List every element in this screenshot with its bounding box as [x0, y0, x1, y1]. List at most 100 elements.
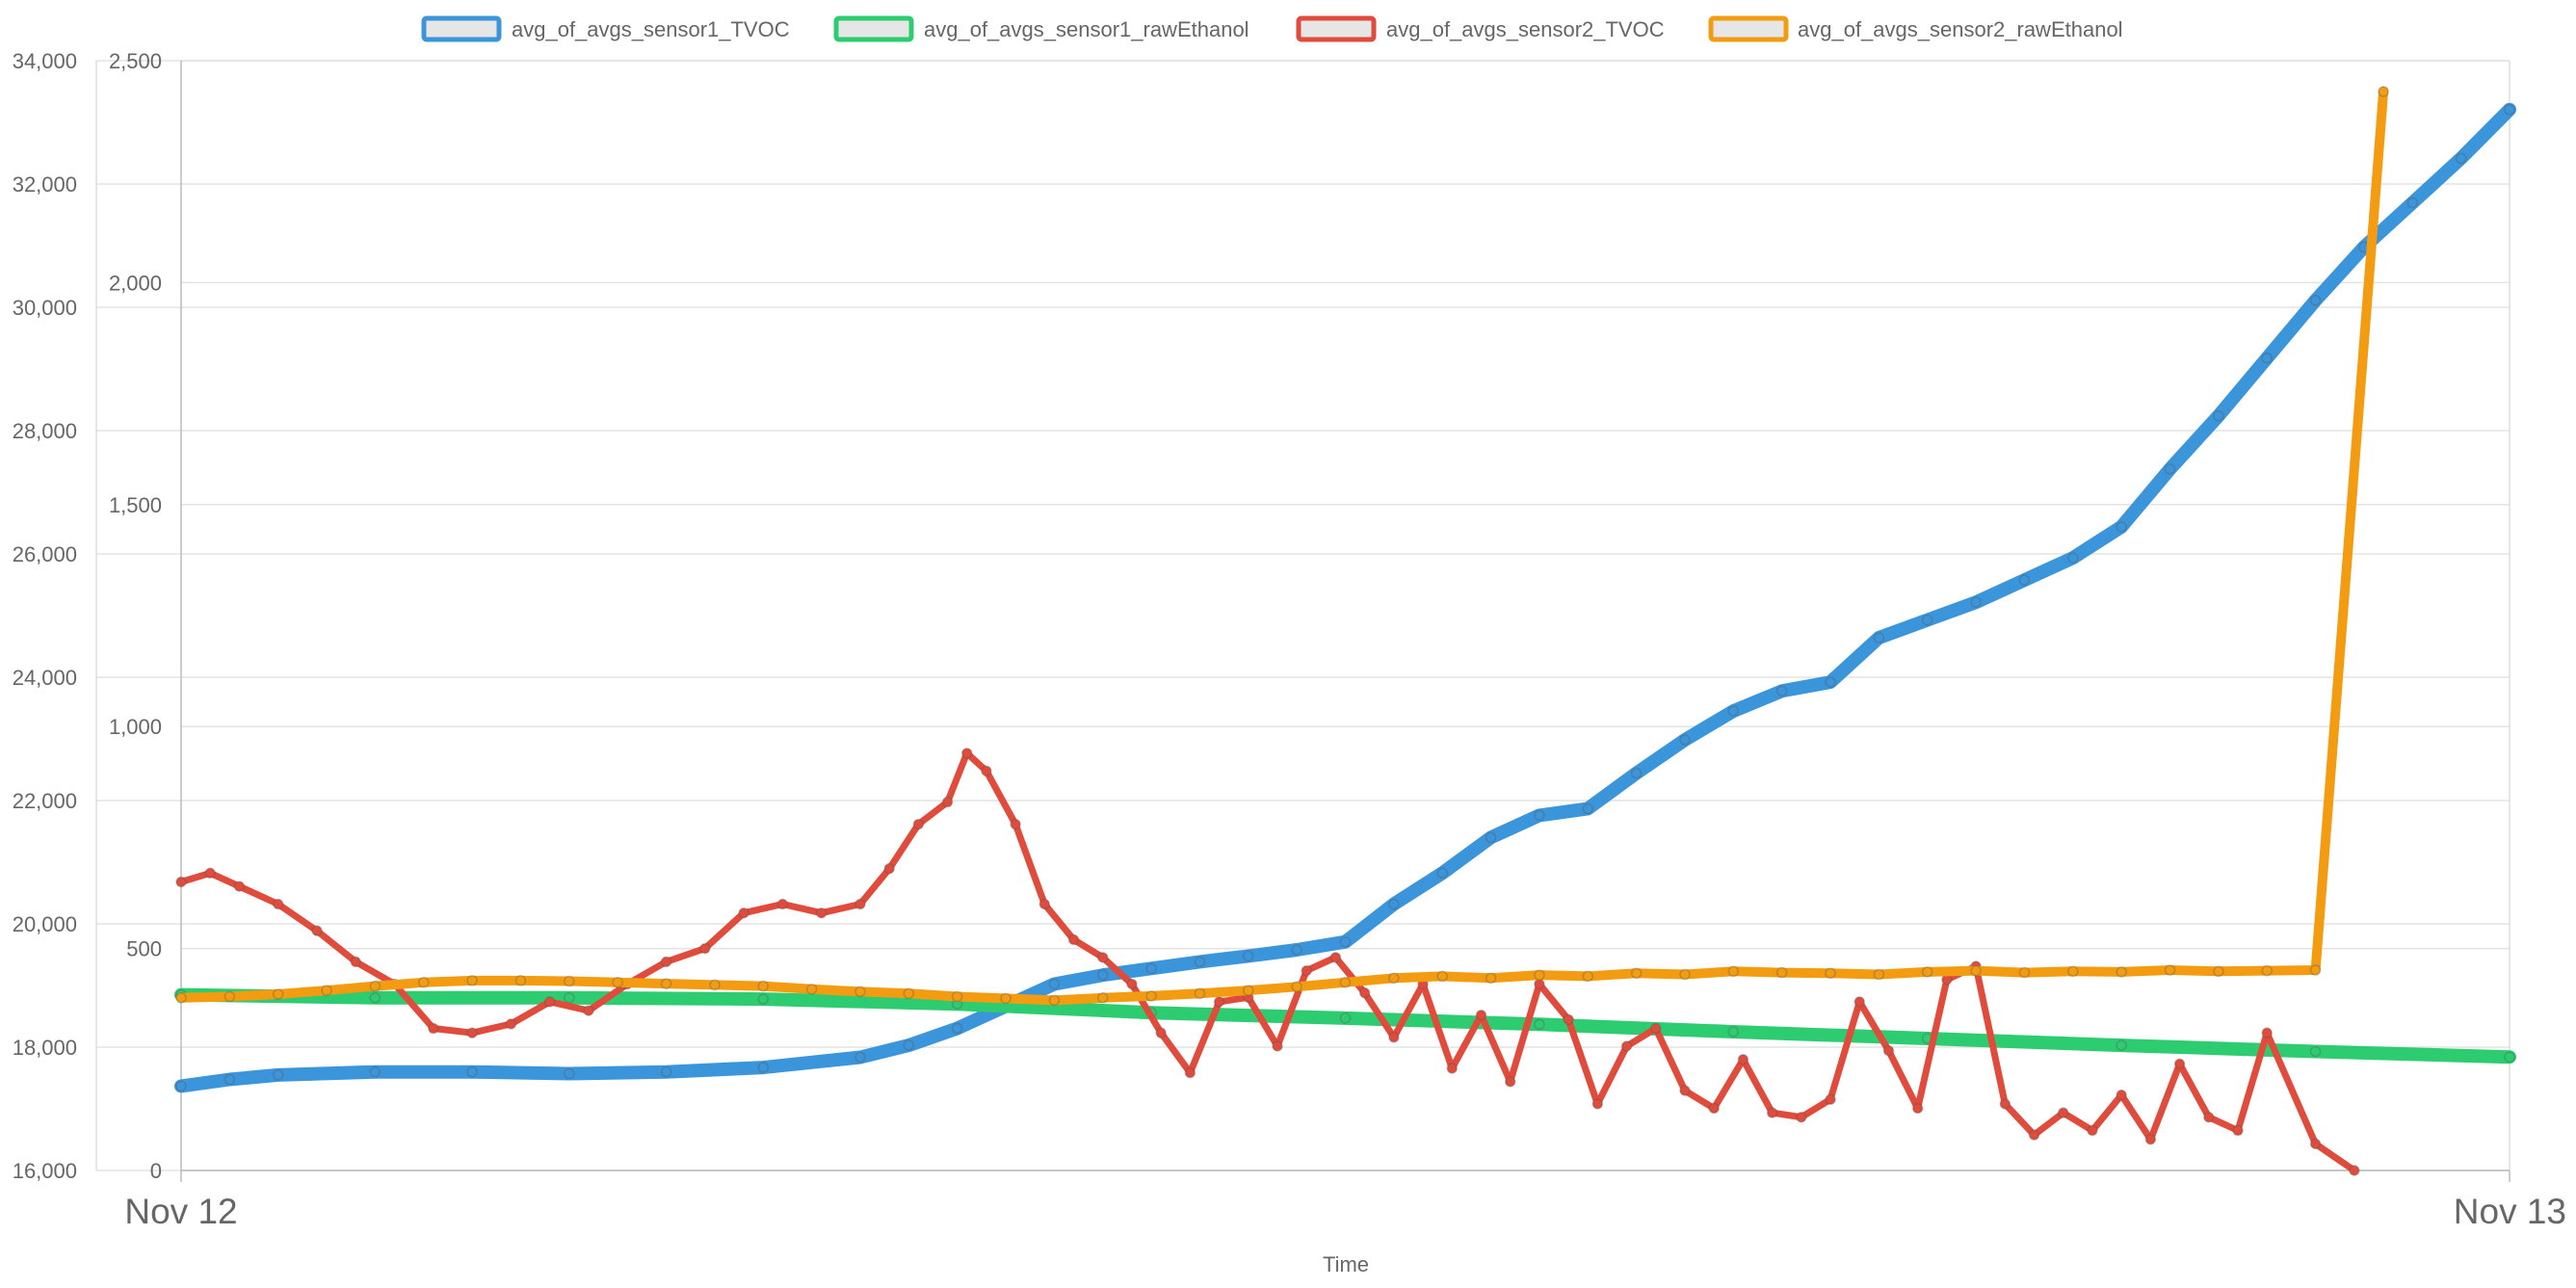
x-tick-label: Nov 13 — [2454, 1192, 2566, 1231]
data-point — [805, 984, 818, 995]
data-point — [1485, 831, 1497, 844]
y-tick-label-inner: 0 — [150, 1159, 162, 1183]
data-point — [1630, 967, 1643, 979]
data-point — [854, 1051, 866, 1064]
data-point — [1650, 1022, 1662, 1035]
data-point — [2309, 1138, 2322, 1150]
data-point — [466, 1065, 478, 1078]
data-point — [2018, 966, 2031, 979]
data-point — [776, 898, 789, 910]
data-point — [350, 956, 362, 968]
data-point — [815, 907, 828, 919]
data-point — [2213, 409, 2224, 422]
x-axis-label: Time — [1323, 1252, 1369, 1276]
data-point — [1825, 967, 1836, 979]
data-point — [1504, 1076, 1516, 1088]
data-point — [1388, 1032, 1400, 1043]
data-point — [951, 990, 963, 1003]
data-point — [757, 993, 769, 1005]
data-point — [583, 1005, 594, 1016]
x-tick-label: Nov 12 — [124, 1192, 237, 1231]
data-point — [1145, 962, 1157, 975]
data-point — [660, 1065, 672, 1078]
data-point — [1534, 809, 1545, 822]
data-point — [1436, 970, 1448, 983]
data-point — [2144, 1133, 2157, 1145]
data-point — [564, 1067, 575, 1080]
data-point — [1301, 964, 1312, 977]
data-point — [709, 979, 721, 991]
data-point — [428, 1022, 439, 1035]
data-point — [1922, 966, 1933, 978]
data-point — [1000, 992, 1012, 1005]
data-point — [2261, 352, 2273, 364]
legend-label: avg_of_avgs_sensor1_TVOC — [512, 17, 790, 41]
legend-swatch — [421, 15, 502, 42]
data-point — [2067, 965, 2079, 978]
data-point — [1243, 950, 1254, 962]
series-avg_of_avgs_sensor2_TVOC — [175, 748, 2360, 1176]
y-tick-label-outer: 22,000 — [13, 789, 77, 813]
y-tick-label-inner: 1,000 — [109, 715, 162, 739]
data-point — [1475, 1009, 1487, 1021]
data-point — [2406, 197, 2419, 209]
data-point — [1329, 952, 1342, 963]
data-point — [2261, 964, 2273, 977]
data-point — [1194, 987, 1206, 1000]
legend-item-sensor1-rawethanol[interactable]: avg_of_avgs_sensor1_rawEthanol — [833, 15, 1249, 42]
data-point — [466, 975, 478, 986]
data-point — [514, 975, 527, 986]
data-point — [1243, 985, 1254, 996]
data-point — [175, 876, 187, 888]
data-point — [1534, 978, 1545, 990]
data-point — [1591, 1098, 1604, 1110]
series-avg_of_avgs_sensor2_rawEthanol — [175, 86, 2389, 1007]
data-point — [1194, 956, 1206, 968]
data-point — [564, 992, 575, 1004]
data-point — [2173, 1058, 2186, 1070]
data-point — [1096, 969, 1109, 981]
legend-label: avg_of_avgs_sensor2_TVOC — [1386, 17, 1665, 41]
data-point — [543, 996, 556, 1008]
data-point — [1825, 676, 1836, 688]
data-point — [1038, 898, 1051, 910]
data-point — [1010, 818, 1021, 830]
data-point — [660, 978, 672, 989]
data-point — [903, 987, 915, 1000]
series-line — [176, 87, 2389, 1006]
data-point — [2349, 1165, 2360, 1176]
data-point — [951, 1022, 963, 1035]
legend-item-sensor2-tvoc[interactable]: avg_of_avgs_sensor2_TVOC — [1296, 15, 1665, 42]
data-point — [2028, 1129, 2040, 1141]
data-point — [1048, 978, 1061, 990]
data-point — [660, 956, 672, 968]
y-tick-label-inner: 2,000 — [109, 271, 162, 295]
data-point — [2203, 1111, 2215, 1123]
data-point — [960, 748, 973, 759]
data-point — [1388, 972, 1400, 985]
data-point — [1485, 972, 1497, 985]
data-point — [1679, 734, 1691, 746]
data-point — [883, 862, 895, 875]
data-point — [2504, 103, 2515, 116]
y-tick-label-outer: 32,000 — [13, 172, 77, 197]
y-tick-label-inner: 500 — [126, 937, 162, 961]
data-point — [1213, 996, 1225, 1008]
data-point — [1272, 1040, 1283, 1052]
legend-item-sensor1-tvoc[interactable]: avg_of_avgs_sensor1_TVOC — [421, 15, 790, 42]
data-point — [272, 1069, 284, 1081]
legend-item-sensor2-rawethanol[interactable]: avg_of_avgs_sensor2_rawEthanol — [1708, 15, 2123, 42]
y-tick-label-outer: 34,000 — [13, 49, 77, 73]
data-point — [1339, 977, 1352, 988]
legend-swatch — [1708, 15, 1789, 42]
data-point — [2232, 1124, 2244, 1137]
data-point — [1339, 1012, 1352, 1024]
data-point — [1727, 705, 1740, 717]
data-point — [1096, 952, 1109, 963]
data-point — [1825, 1093, 1836, 1106]
data-point — [1970, 964, 1982, 977]
y-tick-label-outer: 18,000 — [13, 1036, 77, 1060]
data-point — [2057, 1107, 2069, 1118]
legend[interactable]: avg_of_avgs_sensor1_TVOC avg_of_avgs_sen… — [421, 15, 2123, 42]
